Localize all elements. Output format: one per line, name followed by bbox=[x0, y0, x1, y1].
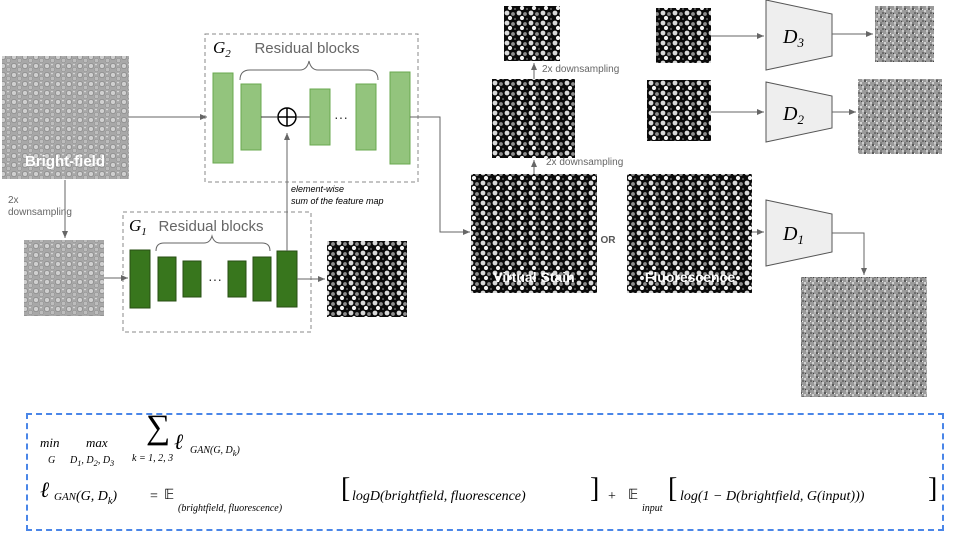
formula-term-2: log(1 − D(brightfield, G(input))) bbox=[680, 489, 865, 504]
g1-block-3 bbox=[182, 260, 202, 298]
bright-field-label: Bright-field bbox=[25, 153, 105, 170]
g2-block-5 bbox=[389, 71, 411, 165]
formula-min: min bbox=[40, 435, 60, 450]
formula-ell-1: ℓ bbox=[174, 429, 184, 454]
formula-ell-2: ℓ bbox=[40, 477, 50, 502]
fluorescence-image bbox=[627, 174, 752, 293]
virtual-stain-4x-image bbox=[504, 6, 560, 61]
downsampling-label-top: 2x downsampling bbox=[542, 64, 619, 75]
downsampling-label-left-1: 2x bbox=[8, 195, 19, 206]
elementwise-label-1: element-wise bbox=[291, 184, 344, 194]
fluorescence-2x-image bbox=[647, 80, 711, 141]
g2-ellipsis: ··· bbox=[334, 109, 348, 125]
formula-expect-2: 𝔼 bbox=[628, 488, 639, 503]
g2-block-1 bbox=[212, 72, 234, 164]
bright-field-image bbox=[2, 56, 129, 179]
discriminator-d2 bbox=[765, 81, 833, 143]
discriminator-d3 bbox=[765, 0, 833, 71]
formula-expect-1: 𝔼 bbox=[164, 488, 175, 503]
d3-label: D3 bbox=[782, 26, 804, 50]
g1-output-image bbox=[327, 241, 407, 317]
elementwise-label-2: sum of the feature map bbox=[291, 196, 384, 206]
residual-blocks-brace-bottom bbox=[155, 234, 271, 252]
g1-generator-box bbox=[122, 211, 312, 333]
formula-lhs: GAN(G, Dk) bbox=[54, 489, 118, 507]
bright-field-downsampled-image bbox=[24, 240, 104, 316]
virtual-stain-image bbox=[471, 174, 597, 293]
formula-expect-sub-2: input bbox=[642, 503, 663, 514]
virtual-stain-label: Virtual Stain bbox=[493, 269, 574, 285]
formula-eq: = bbox=[150, 489, 158, 504]
formula-bracket-close-2: ] bbox=[928, 473, 938, 504]
g1-label: G1 bbox=[129, 216, 147, 238]
g2-generator-box bbox=[204, 33, 419, 183]
formula-term-1: logD(brightfield, fluorescence) bbox=[352, 489, 526, 504]
formula-plus: + bbox=[608, 489, 616, 504]
d1-label: D1 bbox=[782, 223, 804, 247]
formula-max: max bbox=[86, 435, 108, 450]
g2-block-4 bbox=[355, 83, 377, 151]
formula-expect-sub-1: (brightfield, fluorescence) bbox=[178, 503, 283, 514]
discriminator-d1 bbox=[765, 199, 833, 267]
virtual-stain-2x-image bbox=[492, 79, 575, 158]
arrow-d1-to-output bbox=[832, 232, 867, 275]
formula-sum-sub: k = 1, 2, 3 bbox=[132, 453, 174, 464]
loss-formula-box: min G max D1, D2, D3 ∑ k = 1, 2, 3 ℓ GAN… bbox=[26, 409, 944, 531]
g1-block-2 bbox=[157, 256, 177, 302]
formula-bracket-open-2: [ bbox=[668, 473, 678, 504]
d2-output-map bbox=[858, 79, 942, 154]
formula-sum: ∑ bbox=[146, 409, 171, 446]
fluorescence-label: Fluorescence bbox=[645, 269, 735, 285]
formula-max-sub: D1, D2, D3 bbox=[70, 455, 115, 468]
d1-output-map bbox=[801, 277, 927, 397]
downsampling-label-mid: 2x downsampling bbox=[546, 157, 623, 168]
g1-block-4 bbox=[227, 260, 247, 298]
formula-min-sub: G bbox=[48, 455, 56, 466]
or-label: OR bbox=[601, 235, 617, 246]
formula-bracket-close-1: ] bbox=[590, 473, 600, 504]
d2-label: D2 bbox=[782, 103, 804, 127]
d3-output-map bbox=[875, 6, 934, 62]
residual-blocks-label-bottom: Residual blocks bbox=[158, 218, 263, 235]
formula-gan-sub: GAN(G, Dk) bbox=[190, 445, 240, 458]
fluorescence-4x-image bbox=[656, 8, 711, 63]
downsampling-label-left-2: downsampling bbox=[8, 207, 72, 218]
g1-block-6 bbox=[276, 250, 298, 308]
residual-blocks-label-top: Residual blocks bbox=[254, 40, 359, 57]
residual-blocks-brace-top bbox=[239, 60, 379, 81]
g2-label: G2 bbox=[213, 38, 231, 60]
g1-ellipsis: ··· bbox=[208, 271, 222, 287]
arrow-g2-to-virtual-stain bbox=[410, 116, 470, 235]
g1-block-5 bbox=[252, 256, 272, 302]
g1-block-1 bbox=[129, 249, 151, 309]
g2-block-3 bbox=[309, 88, 331, 146]
formula-bracket-open-1: [ bbox=[341, 473, 351, 504]
g2-block-2 bbox=[240, 83, 262, 151]
